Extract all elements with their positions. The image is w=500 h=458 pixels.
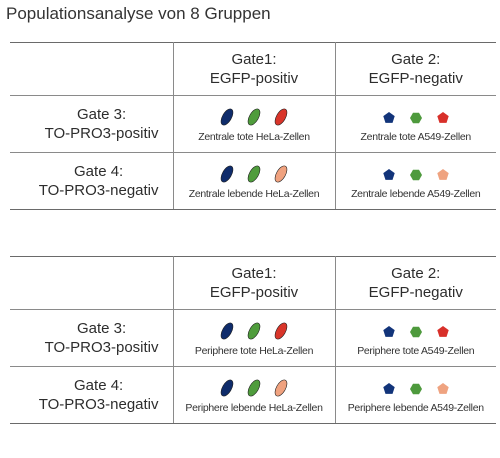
cell-caption: Zentrale tote A549-Zellen (360, 130, 472, 143)
blue-pentagon-icon (383, 111, 395, 123)
empty-corner-cell (10, 42, 174, 96)
cell-caption: Periphere lebende HeLa-Zellen (185, 401, 323, 414)
row-label-gate3: Gate 3: TO-PRO3-positiv (10, 309, 174, 367)
cell-caption: Zentrale lebende A549-Zellen (351, 187, 481, 200)
population-table-peripheral: Gate1: EGFP-positiv Gate 2: EGFP-negativ… (10, 256, 496, 424)
green-hexagon-icon (409, 326, 422, 337)
hela-cell-icons (174, 320, 335, 342)
cell-caption: Periphere tote A549-Zellen (357, 344, 475, 357)
row-label-name: Gate 3: (76, 106, 127, 123)
blue-oval-icon (220, 108, 234, 125)
header-gate2-desc: EGFP-negativ (368, 70, 463, 87)
cell-caption: Periphere lebende A549-Zellen (347, 401, 484, 414)
blue-pentagon-icon (383, 168, 395, 180)
hela-icon-group (220, 322, 288, 339)
blue-oval-icon (220, 322, 234, 339)
a549-cell-icons (336, 106, 497, 128)
hela-icon-group (220, 379, 288, 396)
a549-cell-icons (336, 320, 497, 342)
header-gate1: Gate1: EGFP-positiv (172, 256, 336, 310)
row-label-gate4: Gate 4: TO-PRO3-negativ (10, 152, 174, 210)
salmon-pentagon-icon (437, 168, 449, 180)
header-gate2: Gate 2: EGFP-negativ (334, 256, 496, 310)
salmon-oval-icon (274, 165, 288, 182)
header-gate1-desc: EGFP-positiv (209, 70, 299, 87)
a549-cell-icons (336, 377, 497, 399)
red-pentagon-icon (437, 111, 449, 123)
header-gate1-name: Gate1: (231, 265, 277, 282)
hela-icon-group (220, 165, 288, 182)
cell-a549-live-central: Zentrale lebende A549-Zellen (334, 152, 497, 210)
a549-icon-group (383, 111, 449, 123)
table-row: Gate 4: TO-PRO3-negativ Periphere lebend… (10, 366, 497, 424)
cell-hela-dead-peripheral: Periphere tote HeLa-Zellen (172, 309, 336, 367)
row-label-name: Gate 4: (74, 377, 124, 394)
cell-caption: Periphere tote HeLa-Zellen (194, 344, 314, 357)
a549-icon-group (383, 382, 449, 394)
hela-icon-group (220, 108, 288, 125)
a549-icon-group (383, 325, 449, 337)
header-gate2-desc: EGFP-negativ (368, 284, 463, 301)
header-gate2-name: Gate 2: (391, 51, 441, 68)
green-oval-icon (247, 322, 261, 339)
header-gate2: Gate 2: EGFP-negativ (334, 42, 496, 96)
red-pentagon-icon (437, 325, 449, 337)
population-table-central: Gate1: EGFP-positiv Gate 2: EGFP-negativ… (10, 42, 496, 210)
cell-caption: Zentrale tote HeLa-Zellen (198, 130, 310, 143)
header-gate1-name: Gate1: (231, 51, 277, 68)
green-oval-icon (247, 108, 261, 125)
row-label-desc: TO-PRO3-positiv (44, 339, 159, 356)
table-row: Gate 3: TO-PRO3-positiv Zentrale tote He… (10, 95, 497, 153)
row-label-gate3: Gate 3: TO-PRO3-positiv (10, 95, 174, 153)
cell-a549-dead-peripheral: Periphere tote A549-Zellen (334, 309, 497, 367)
header-gate1-desc: EGFP-positiv (209, 284, 299, 301)
red-oval-icon (274, 322, 288, 339)
green-oval-icon (247, 379, 261, 396)
table-row: Gate 3: TO-PRO3-positiv Periphere tote H… (10, 309, 497, 367)
cell-hela-dead-central: Zentrale tote HeLa-Zellen (172, 95, 336, 153)
blue-pentagon-icon (383, 382, 395, 394)
row-label-gate4: Gate 4: TO-PRO3-negativ (10, 366, 174, 424)
green-hexagon-icon (409, 169, 422, 180)
row-label-desc: TO-PRO3-positiv (44, 125, 159, 142)
header-gate1: Gate1: EGFP-positiv (172, 42, 336, 96)
cell-hela-live-central: Zentrale lebende HeLa-Zellen (172, 152, 336, 210)
table-row: Gate 4: TO-PRO3-negativ Zentrale lebende… (10, 152, 497, 210)
green-oval-icon (247, 165, 261, 182)
cell-hela-live-peripheral: Periphere lebende HeLa-Zellen (172, 366, 336, 424)
hela-cell-icons (174, 163, 335, 185)
empty-corner-cell (10, 256, 174, 310)
row-label-name: Gate 3: (76, 320, 127, 337)
row-label-name: Gate 4: (74, 163, 124, 180)
blue-oval-icon (220, 165, 234, 182)
row-label-desc: TO-PRO3-negativ (38, 396, 159, 413)
hela-cell-icons (174, 106, 335, 128)
cell-a549-dead-central: Zentrale tote A549-Zellen (334, 95, 497, 153)
green-hexagon-icon (409, 383, 422, 394)
hela-cell-icons (174, 377, 335, 399)
green-hexagon-icon (409, 112, 422, 123)
row-label-desc: TO-PRO3-negativ (38, 182, 159, 199)
salmon-oval-icon (274, 379, 288, 396)
salmon-pentagon-icon (437, 382, 449, 394)
red-oval-icon (274, 108, 288, 125)
table-header-row: Gate1: EGFP-positiv Gate 2: EGFP-negativ (10, 256, 496, 310)
a549-icon-group (383, 168, 449, 180)
blue-pentagon-icon (383, 325, 395, 337)
cell-caption: Zentrale lebende HeLa-Zellen (188, 187, 320, 200)
cell-a549-live-peripheral: Periphere lebende A549-Zellen (334, 366, 497, 424)
blue-oval-icon (220, 379, 234, 396)
table-header-row: Gate1: EGFP-positiv Gate 2: EGFP-negativ (10, 42, 496, 96)
page-title: Populationsanalyse von 8 Gruppen (6, 4, 271, 23)
a549-cell-icons (336, 163, 497, 185)
header-gate2-name: Gate 2: (391, 265, 441, 282)
